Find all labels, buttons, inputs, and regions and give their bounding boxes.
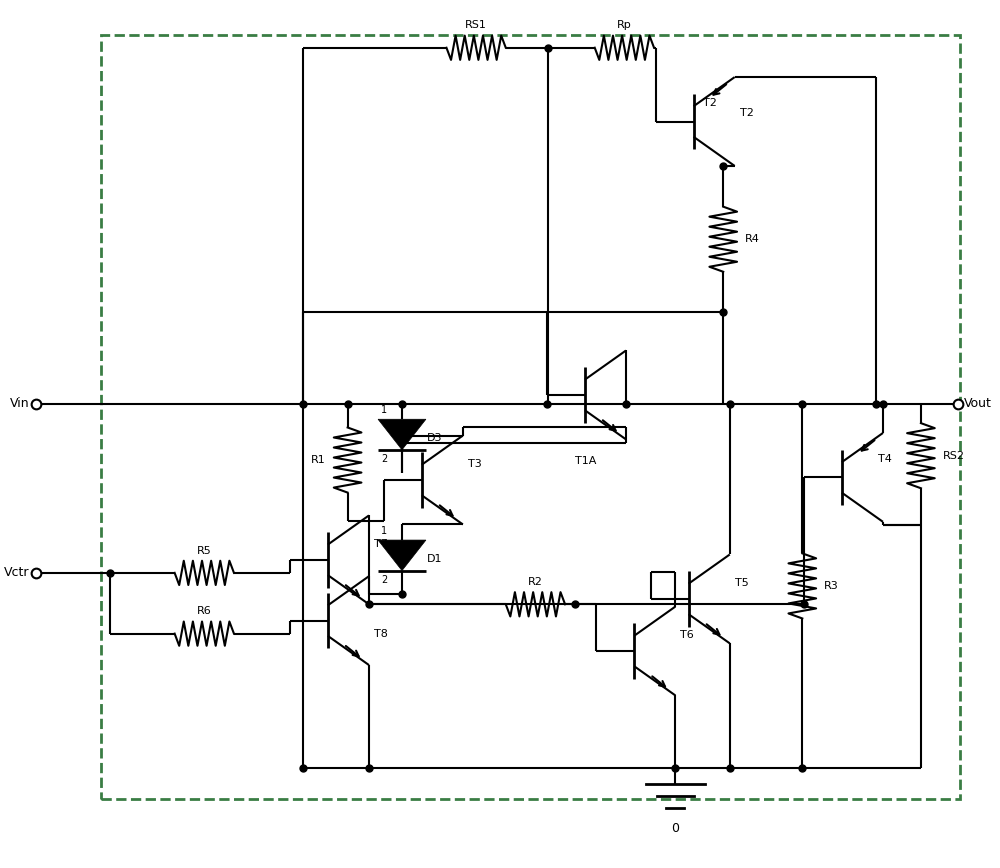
Text: R1: R1 (311, 455, 326, 465)
Text: 2: 2 (381, 454, 387, 464)
Text: Vout: Vout (963, 398, 991, 410)
Text: 1: 1 (381, 526, 387, 536)
Text: T2: T2 (703, 97, 717, 108)
Text: R4: R4 (745, 234, 760, 244)
Text: R3: R3 (824, 581, 839, 591)
Text: D1: D1 (427, 554, 442, 564)
Text: R6: R6 (197, 606, 212, 616)
Text: T4: T4 (878, 453, 892, 464)
Text: T1A: T1A (575, 456, 597, 466)
Text: T5: T5 (735, 578, 748, 588)
Text: T3: T3 (468, 459, 482, 469)
Text: RS2: RS2 (943, 450, 965, 461)
Text: RS1: RS1 (465, 20, 487, 30)
Text: R2: R2 (528, 577, 543, 587)
Text: Rp: Rp (617, 20, 632, 30)
Text: Vin: Vin (10, 398, 29, 410)
Text: 1: 1 (381, 404, 387, 415)
Text: 0: 0 (671, 822, 679, 835)
Text: R5: R5 (197, 545, 212, 556)
Text: 2: 2 (381, 575, 387, 585)
Text: Vctr: Vctr (4, 567, 29, 579)
Text: T7: T7 (374, 539, 388, 549)
Polygon shape (378, 419, 426, 450)
Polygon shape (378, 540, 426, 570)
Text: T6: T6 (680, 630, 694, 640)
Text: T2: T2 (740, 108, 754, 118)
Bar (101, 35, 960, 799)
Text: T8: T8 (374, 629, 388, 639)
Text: D3: D3 (427, 433, 442, 444)
